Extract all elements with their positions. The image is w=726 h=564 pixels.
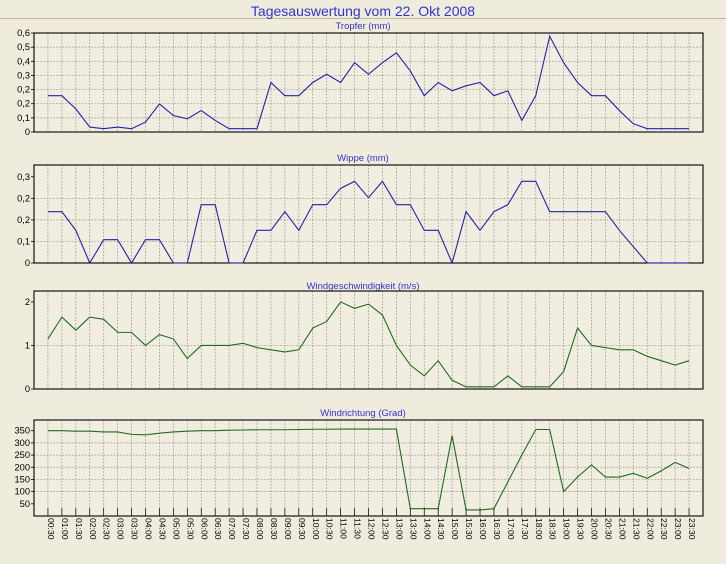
svg-text:50: 50	[20, 499, 30, 509]
svg-text:0,2: 0,2	[17, 85, 30, 95]
svg-text:11:30: 11:30	[353, 518, 363, 539]
svg-text:17:30: 17:30	[520, 518, 530, 540]
svg-text:15:00: 15:00	[450, 518, 460, 540]
svg-text:05:30: 05:30	[185, 518, 195, 540]
svg-text:16:00: 16:00	[478, 518, 488, 540]
svg-text:0,2: 0,2	[17, 99, 30, 109]
svg-text:200: 200	[14, 462, 30, 472]
svg-text:22:00: 22:00	[645, 518, 655, 540]
svg-text:07:00: 07:00	[227, 518, 237, 540]
svg-text:16:30: 16:30	[492, 518, 502, 540]
svg-text:08:00: 08:00	[255, 518, 265, 540]
svg-text:23:00: 23:00	[673, 518, 683, 540]
svg-text:350: 350	[14, 426, 30, 436]
svg-text:150: 150	[14, 474, 30, 484]
svg-text:0,1: 0,1	[17, 236, 30, 246]
svg-text:0,1: 0,1	[17, 113, 30, 123]
svg-text:23:30: 23:30	[687, 518, 697, 540]
svg-text:21:00: 21:00	[617, 518, 627, 540]
svg-text:06:00: 06:00	[199, 518, 209, 540]
svg-text:19:00: 19:00	[562, 518, 572, 540]
svg-text:03:30: 03:30	[130, 518, 140, 540]
svg-text:18:30: 18:30	[548, 518, 558, 540]
svg-text:22:30: 22:30	[659, 518, 669, 540]
svg-text:03:00: 03:00	[116, 518, 126, 540]
svg-text:10:00: 10:00	[311, 518, 321, 540]
svg-text:1: 1	[25, 340, 30, 350]
svg-text:09:00: 09:00	[283, 518, 293, 540]
svg-text:100: 100	[14, 487, 30, 497]
svg-text:06:30: 06:30	[213, 518, 223, 540]
svg-text:00:30: 00:30	[46, 518, 56, 540]
svg-text:07:30: 07:30	[241, 518, 251, 540]
svg-text:0,4: 0,4	[17, 56, 30, 66]
svg-text:01:00: 01:00	[60, 518, 70, 540]
svg-text:0,2: 0,2	[17, 193, 30, 203]
svg-text:14:00: 14:00	[422, 518, 432, 540]
svg-text:11:00: 11:00	[339, 518, 349, 539]
svg-text:0: 0	[25, 127, 30, 137]
svg-text:18:00: 18:00	[534, 518, 544, 540]
svg-text:0,3: 0,3	[17, 172, 30, 182]
svg-text:15:30: 15:30	[464, 518, 474, 540]
svg-text:17:00: 17:00	[506, 518, 516, 540]
svg-text:14:30: 14:30	[436, 518, 446, 540]
svg-text:13:00: 13:00	[394, 518, 404, 540]
svg-text:10:30: 10:30	[325, 518, 335, 540]
svg-text:04:30: 04:30	[157, 518, 167, 540]
svg-text:0,2: 0,2	[17, 215, 30, 225]
svg-text:01:30: 01:30	[74, 518, 84, 540]
svg-text:20:30: 20:30	[603, 518, 613, 540]
svg-text:300: 300	[14, 438, 30, 448]
svg-text:08:30: 08:30	[269, 518, 279, 540]
svg-text:09:30: 09:30	[297, 518, 307, 540]
svg-text:0,3: 0,3	[17, 70, 30, 80]
svg-text:02:00: 02:00	[88, 518, 98, 540]
svg-text:0: 0	[25, 258, 30, 268]
svg-text:2: 2	[25, 297, 30, 307]
svg-text:21:30: 21:30	[631, 518, 641, 540]
svg-text:12:30: 12:30	[380, 518, 390, 540]
svg-text:02:30: 02:30	[102, 518, 112, 540]
svg-text:20:00: 20:00	[590, 518, 600, 540]
svg-text:0,6: 0,6	[17, 28, 30, 38]
svg-text:250: 250	[14, 450, 30, 460]
svg-text:0: 0	[25, 384, 30, 394]
svg-text:0,5: 0,5	[17, 42, 30, 52]
svg-text:05:00: 05:00	[171, 518, 181, 540]
svg-text:12:00: 12:00	[367, 518, 377, 540]
svg-text:04:00: 04:00	[144, 518, 154, 540]
svg-text:13:30: 13:30	[408, 518, 418, 540]
svg-text:19:30: 19:30	[576, 518, 586, 540]
